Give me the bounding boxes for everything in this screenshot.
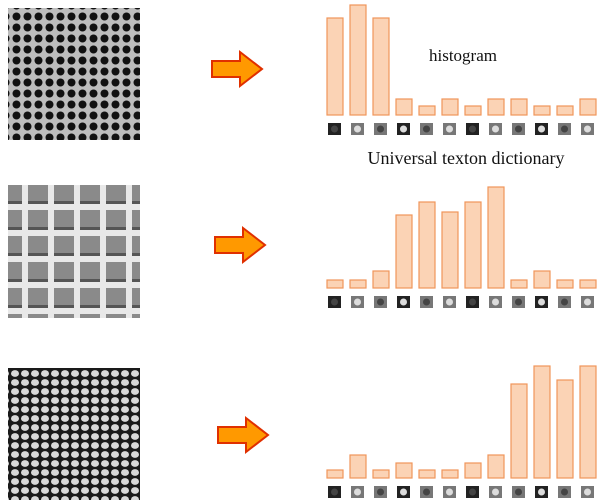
texton-icon xyxy=(584,299,591,306)
texton-icon xyxy=(377,299,384,306)
bar xyxy=(350,280,366,288)
texton-icon xyxy=(331,126,338,133)
bar xyxy=(327,470,343,478)
texton-icon xyxy=(377,126,384,133)
texton-icon xyxy=(423,299,430,306)
bar xyxy=(488,99,504,115)
bar xyxy=(557,280,573,288)
texton-icon xyxy=(469,299,476,306)
bar xyxy=(511,99,527,115)
bar xyxy=(488,187,504,288)
texton-icon xyxy=(538,489,545,496)
bar xyxy=(350,5,366,115)
texture-image xyxy=(8,185,140,318)
texton-icon xyxy=(538,126,545,133)
arrows xyxy=(212,52,268,452)
bar xyxy=(580,366,596,478)
bar xyxy=(511,280,527,288)
bar xyxy=(465,463,481,478)
bar xyxy=(373,18,389,115)
texton-icon xyxy=(446,126,453,133)
bar xyxy=(373,271,389,288)
texton-icon xyxy=(584,489,591,496)
annotation: Universal texton dictionary xyxy=(368,148,565,168)
bar xyxy=(442,470,458,478)
texton-icon xyxy=(423,126,430,133)
texton-icon xyxy=(377,489,384,496)
bar xyxy=(373,470,389,478)
texton-icon xyxy=(584,126,591,133)
bar xyxy=(580,99,596,115)
arrow xyxy=(215,228,265,262)
bar xyxy=(327,18,343,115)
bar xyxy=(442,99,458,115)
arrow xyxy=(218,418,268,452)
texton-icon xyxy=(400,299,407,306)
arrow xyxy=(212,52,262,86)
texton-icon xyxy=(515,126,522,133)
bar xyxy=(396,215,412,288)
texton-icon xyxy=(561,489,568,496)
texton-icon xyxy=(492,299,499,306)
texton-icon xyxy=(446,299,453,306)
annotation: histogram xyxy=(429,46,497,65)
texton-icon xyxy=(538,299,545,306)
bar xyxy=(327,280,343,288)
bar xyxy=(396,99,412,115)
texton-icon xyxy=(400,489,407,496)
texton-icon xyxy=(331,299,338,306)
texture-image xyxy=(8,368,140,500)
bar xyxy=(396,463,412,478)
texton-icon xyxy=(469,489,476,496)
texton-icon xyxy=(469,126,476,133)
bar xyxy=(419,106,435,115)
bar xyxy=(580,280,596,288)
bar xyxy=(488,455,504,478)
texton-icon xyxy=(515,489,522,496)
bar xyxy=(534,271,550,288)
bar xyxy=(419,470,435,478)
texton-icon xyxy=(492,489,499,496)
bar xyxy=(557,380,573,478)
texton-icon xyxy=(354,489,361,496)
bar xyxy=(557,106,573,115)
bar xyxy=(511,384,527,478)
figure: histogram Universal texton dictionary xyxy=(0,0,603,504)
bar xyxy=(534,106,550,115)
texture-image xyxy=(8,8,140,140)
texton-icon xyxy=(561,299,568,306)
texton-icon xyxy=(561,126,568,133)
texton-icon xyxy=(400,126,407,133)
texton-icon xyxy=(354,126,361,133)
texton-icon xyxy=(515,299,522,306)
bar xyxy=(465,106,481,115)
texton-icon xyxy=(331,489,338,496)
texton-icon xyxy=(492,126,499,133)
texton-icon xyxy=(446,489,453,496)
bar xyxy=(534,366,550,478)
bar xyxy=(442,212,458,288)
texton-icon xyxy=(423,489,430,496)
texton-icon xyxy=(354,299,361,306)
bar xyxy=(465,202,481,288)
bar xyxy=(419,202,435,288)
bar xyxy=(350,455,366,478)
